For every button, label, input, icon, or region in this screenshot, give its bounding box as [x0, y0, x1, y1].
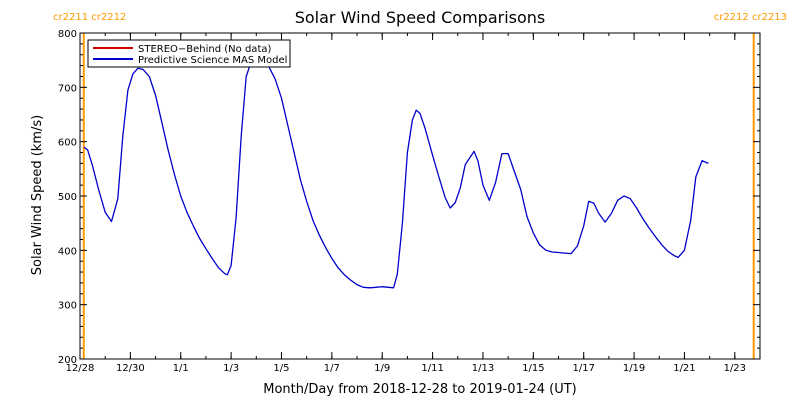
- plot-area: 200 300 400 500 600 700 800 12/28 12/30 1/1 1/3 1/…: [58, 29, 761, 374]
- x-tick-label: 12/30: [116, 363, 145, 374]
- series-layer: [83, 56, 709, 289]
- legend-label-stereo: STEREO−Behind (No data): [138, 44, 271, 55]
- carrington-label: cr2212 cr2213: [714, 12, 787, 23]
- x-tick-label: 12/28: [66, 363, 95, 374]
- y-tick-label: 500: [58, 192, 77, 203]
- x-tick-label: 1/9: [374, 363, 390, 374]
- series-line-1: [83, 56, 709, 289]
- y-tick-label: 600: [58, 138, 77, 149]
- x-axis: 12/28 12/30 1/1 1/3 1/5 1/7 1/9 1/11 1/13 1/15 1/1…: [66, 33, 761, 374]
- chart-title: Solar Wind Speed Comparisons: [295, 8, 546, 27]
- x-tick-label: 1/21: [673, 363, 695, 374]
- y-axis-title: Solar Wind Speed (km/s): [30, 115, 45, 275]
- x-tick-label: 1/5: [273, 363, 289, 374]
- y-tick-label: 700: [58, 83, 77, 94]
- legend-box: [87, 39, 291, 68]
- x-tick-label: 1/17: [572, 363, 594, 374]
- x-tick-label: 1/13: [472, 363, 494, 374]
- y-axis: 200 300 400 500 600 700 800: [58, 29, 760, 366]
- x-tick-label: 1/1: [173, 363, 189, 374]
- x-axis-title: Month/Day from 2018-12-28 to 2019-01-24 …: [263, 382, 576, 397]
- x-tick-label: 1/15: [522, 363, 544, 374]
- x-tick-label: 1/3: [223, 363, 239, 374]
- legend: STEREO−Behind (No data) Predictive Scien…: [87, 39, 291, 68]
- x-tick-label: 1/11: [421, 363, 443, 374]
- y-tick-label: 300: [58, 301, 77, 312]
- carrington-label: cr2211 cr2212: [53, 12, 126, 23]
- x-tick-label: 1/23: [724, 363, 746, 374]
- x-tick-label: 1/7: [324, 363, 340, 374]
- y-tick-label: 800: [58, 29, 77, 40]
- y-tick-label: 200: [58, 355, 77, 366]
- legend-label-mas: Predictive Science MAS Model: [138, 55, 287, 66]
- x-tick-label: 1/19: [623, 363, 645, 374]
- y-tick-label: 400: [58, 246, 77, 257]
